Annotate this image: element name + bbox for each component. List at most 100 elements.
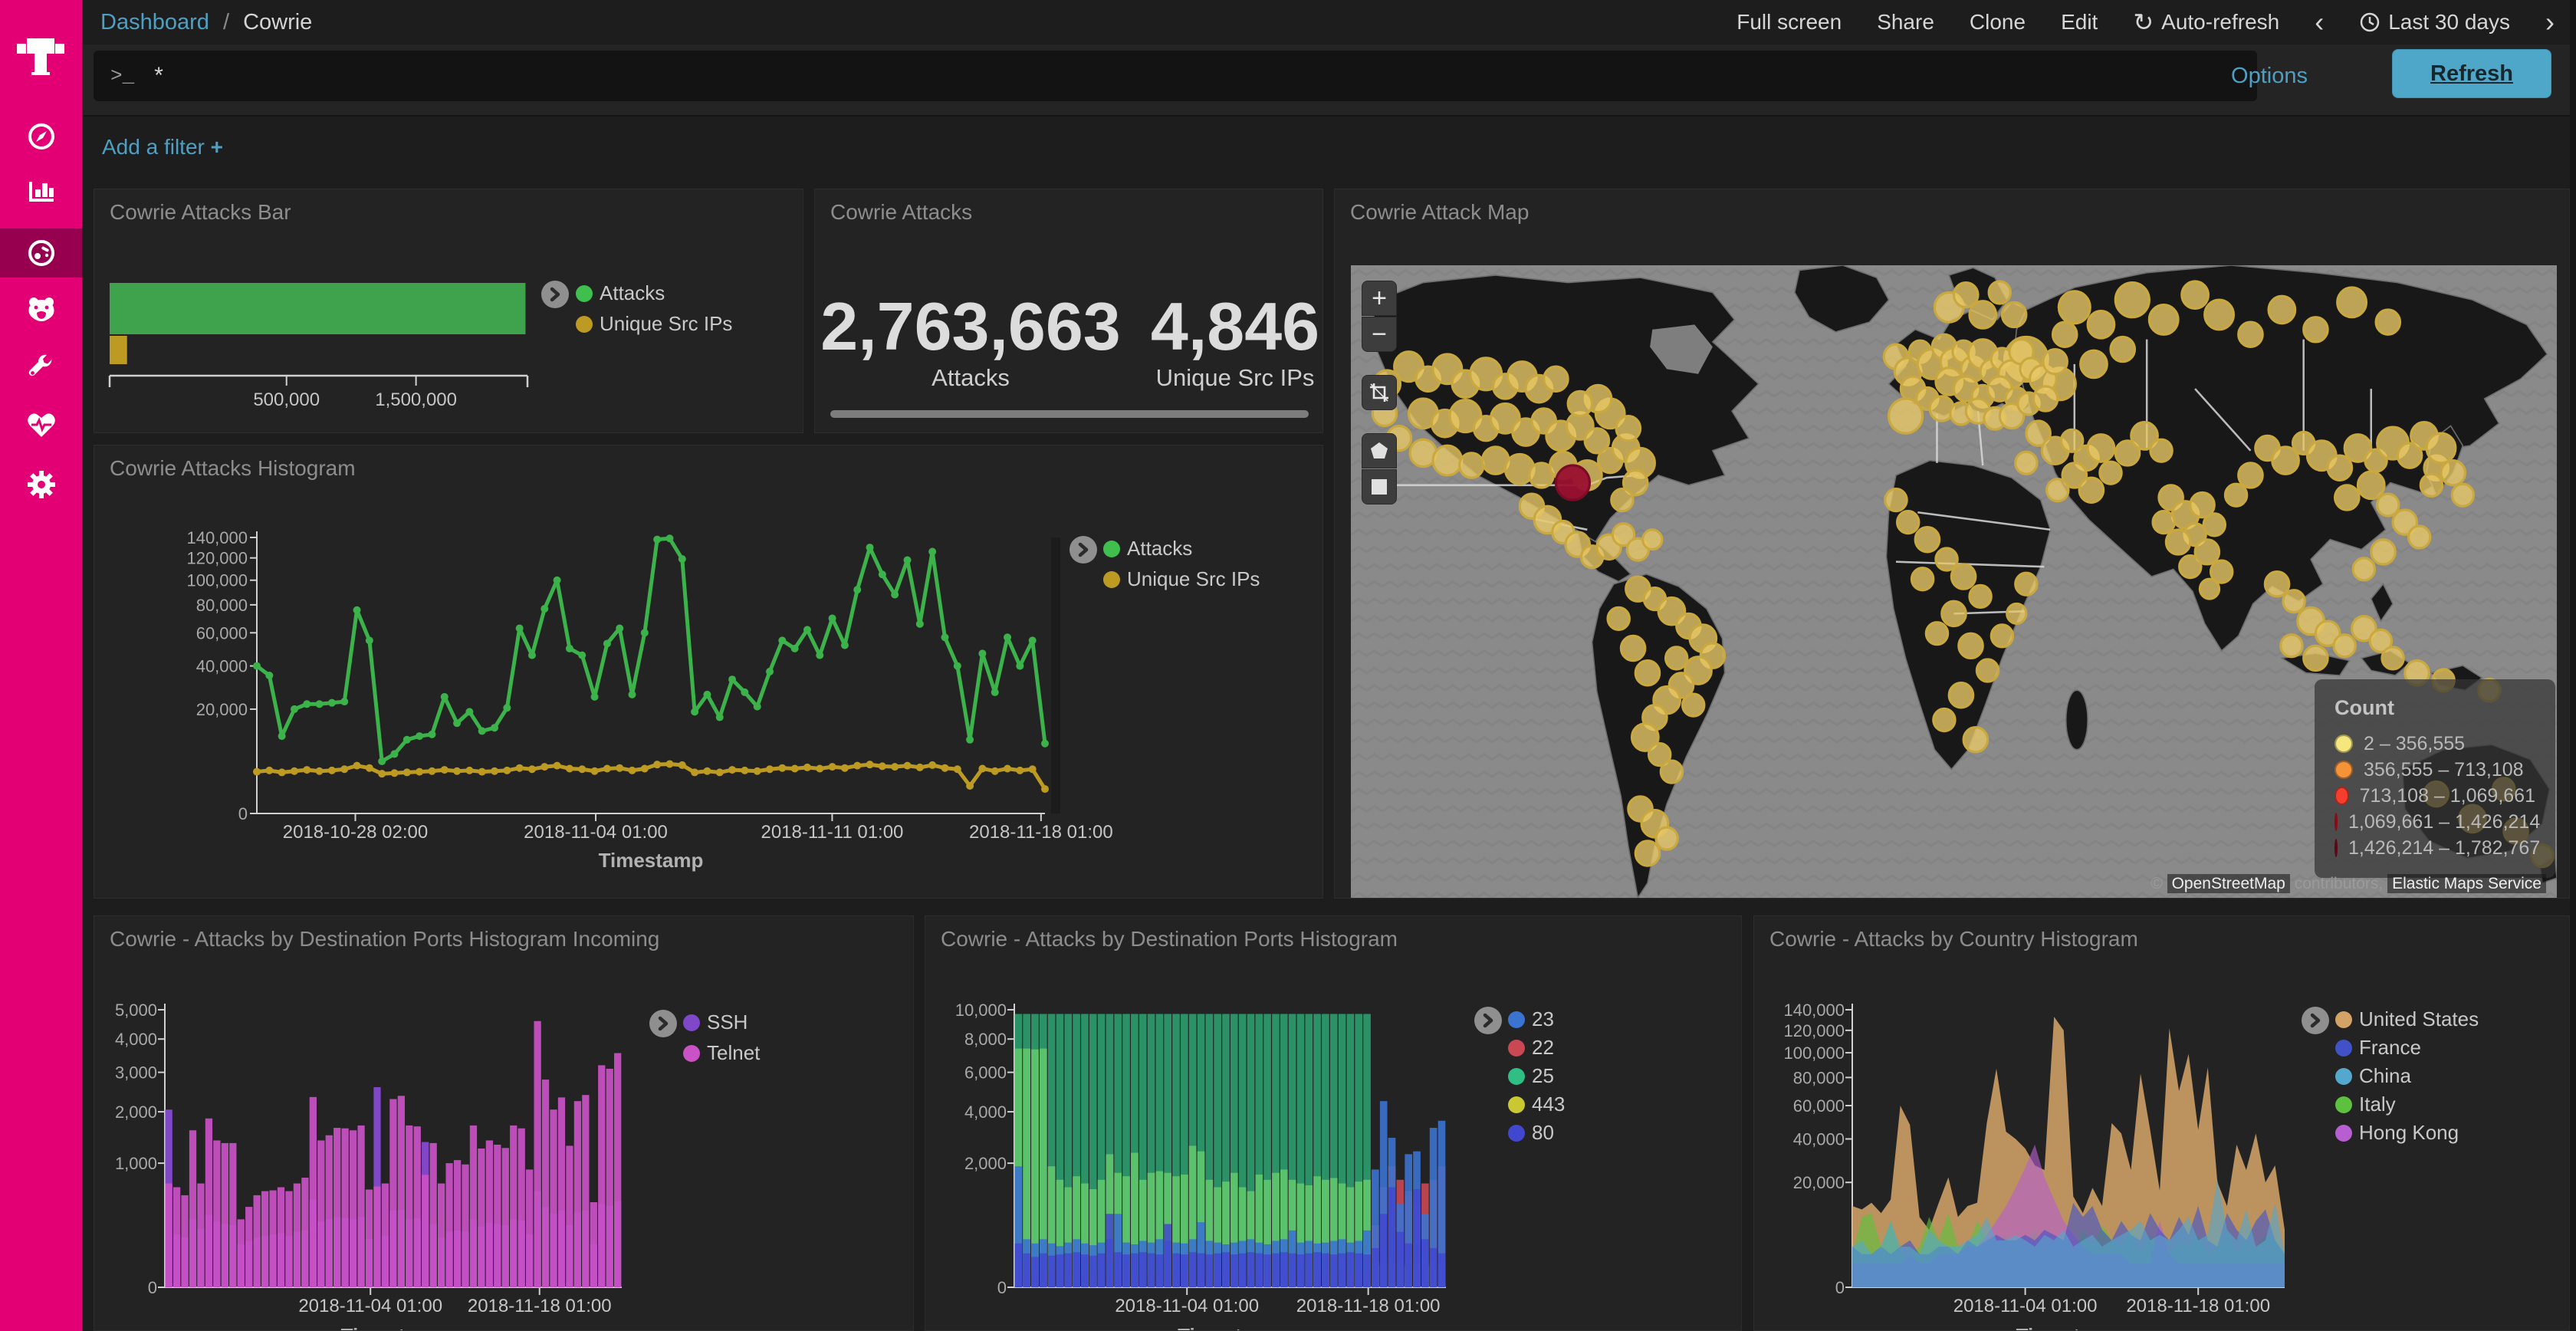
sidebar-item-management[interactable] (0, 460, 82, 509)
legend-dot (1103, 570, 1120, 588)
map-legend-title: Count (2334, 696, 2394, 719)
map-canvas[interactable]: + − Count 2 – 356,555 356,555 – (1351, 265, 2557, 898)
legend-dot (2335, 1067, 2352, 1085)
legend-item-attacks[interactable]: Attacks (576, 281, 665, 305)
map-legend: Count 2 – 356,555 356,555 – 713,108 713,10… (2315, 679, 2555, 878)
legend-item-attacks[interactable]: Attacks (1103, 537, 1192, 560)
panel-attacks-histogram: Cowrie Attacks Histogram 0 20,000 40,000 60… (94, 445, 1323, 899)
panel-title[interactable]: Cowrie Attacks Histogram (110, 456, 356, 480)
legend-item-united-states[interactable]: United States (2335, 1007, 2479, 1031)
panel-title[interactable]: Cowrie Attacks Bar (110, 200, 291, 224)
svg-text:2018-11-04 01:00: 2018-11-04 01:00 (298, 1296, 442, 1316)
time-back-button[interactable]: ‹ (2315, 6, 2325, 38)
legend-label: Telnet (707, 1041, 761, 1064)
nav-actions: Full screen Share Clone Edit ↻ Auto-refre… (1737, 8, 2576, 37)
svg-text:2018-10-28 02:00: 2018-10-28 02:00 (283, 822, 429, 843)
add-filter-link[interactable]: Add a filter + (102, 135, 223, 159)
svg-text:100,000: 100,000 (186, 571, 248, 590)
legend-label: SSH (707, 1011, 748, 1034)
sidebar-item-timelion[interactable] (0, 286, 82, 335)
legend-item-china[interactable]: China (2335, 1064, 2411, 1088)
svg-text:80,000: 80,000 (1793, 1068, 1845, 1087)
legend-dot (2334, 839, 2338, 857)
svg-text:0: 0 (148, 1278, 157, 1297)
time-range-button[interactable]: Last 30 days (2359, 10, 2510, 35)
panel-ports-histogram: Cowrie - Attacks by Destination Ports Hi… (925, 915, 1742, 1331)
sidebar-item-monitoring[interactable] (0, 401, 82, 450)
refresh-cycle-icon: ↻ (2133, 8, 2154, 36)
legend-item-unique-src-ips[interactable]: Unique Src IPs (576, 312, 732, 336)
sidebar-item-dashboard[interactable] (0, 228, 82, 278)
panel-title[interactable]: Cowrie - Attacks by Destination Ports Hi… (941, 927, 1398, 951)
legend-item-telnet[interactable]: Telnet (683, 1041, 760, 1065)
world-map[interactable] (1351, 265, 2557, 898)
panel-title[interactable]: Cowrie - Attacks by Country Histogram (1769, 927, 2138, 951)
panel-title[interactable]: Cowrie Attack Map (1350, 200, 1530, 224)
legend-label: United States (2359, 1007, 2479, 1030)
edit-button[interactable]: Edit (2061, 10, 2098, 34)
legend-item-unique-src-ips[interactable]: Unique Src IPs (1103, 567, 1260, 591)
metric-scrollbar[interactable] (830, 410, 1309, 418)
filter-bar: Add a filter + (82, 115, 2576, 178)
legend-item-italy[interactable]: Italy (2335, 1093, 2396, 1116)
legend-item-25[interactable]: 25 (1508, 1064, 1554, 1088)
time-forward-button[interactable]: › (2545, 6, 2555, 38)
svg-text:Timestamp: Timestamp (1178, 1324, 1283, 1331)
ems-link[interactable]: Elastic Maps Service (2387, 874, 2546, 893)
svg-text:60,000: 60,000 (1793, 1096, 1845, 1116)
sidebar-item-dev-tools[interactable] (0, 343, 82, 393)
sidebar-item-discover[interactable] (0, 112, 82, 161)
legend-label: 80 (1532, 1121, 1554, 1144)
legend-item-443[interactable]: 443 (1508, 1093, 1565, 1116)
legend-toggle-button[interactable] (2302, 1007, 2329, 1034)
legend-label: Hong Kong (2359, 1121, 2459, 1144)
wrench-icon (28, 354, 51, 376)
legend-dot (1508, 1096, 1525, 1113)
panel-title[interactable]: Cowrie - Attacks by Destination Ports Hi… (110, 927, 660, 951)
legend-item-22[interactable]: 22 (1508, 1036, 1554, 1060)
svg-text:Timestamp: Timestamp (341, 1324, 446, 1331)
legend-dot (2334, 787, 2349, 805)
map-zoom-out-button[interactable]: − (1362, 317, 1397, 352)
legend-toggle-button[interactable] (1070, 536, 1097, 564)
legend-toggle-button[interactable] (1474, 1007, 1502, 1034)
clone-button[interactable]: Clone (1969, 10, 2026, 34)
full-screen-button[interactable]: Full screen (1737, 10, 1842, 34)
legend-toggle-button[interactable] (541, 281, 569, 308)
refresh-button[interactable]: Refresh (2392, 49, 2551, 98)
auto-refresh-button[interactable]: ↻ Auto-refresh (2133, 8, 2280, 36)
legend-item-23[interactable]: 23 (1508, 1007, 1554, 1031)
tmobile-logo[interactable] (16, 20, 65, 94)
osm-link[interactable]: OpenStreetMap (2167, 874, 2290, 893)
panel-title[interactable]: Cowrie Attacks (830, 200, 973, 224)
svg-text:4,000: 4,000 (115, 1030, 157, 1049)
legend-item-80[interactable]: 80 (1508, 1121, 1554, 1145)
legend-item-ssh[interactable]: SSH (683, 1011, 748, 1034)
map-fit-bounds-button[interactable] (1362, 375, 1397, 410)
map-attribution: © OpenStreetMap contributors, Elastic Ma… (2150, 874, 2546, 893)
top-nav: Dashboard / Cowrie Full screen Share Clo… (82, 0, 2576, 44)
crop-icon (1370, 383, 1388, 402)
legend-item-hong-kong[interactable]: Hong Kong (2335, 1121, 2459, 1145)
breadcrumb-dashboard-link[interactable]: Dashboard (100, 9, 209, 35)
map-zoom-in-button[interactable]: + (1362, 281, 1397, 316)
map-draw-polygon-button[interactable] (1362, 433, 1397, 468)
search-input[interactable]: >_ * (94, 51, 2257, 101)
bar-chart-icon (28, 182, 54, 202)
sidebar-item-visualize[interactable] (0, 166, 82, 215)
svg-text:Timestamp: Timestamp (599, 849, 704, 872)
gear-icon (27, 471, 55, 498)
ports-histogram-chart: 0 2,000 4,000 6,000 8,000 10,000 2018-11-04 01… (955, 1001, 1446, 1331)
metric-attacks-label: Attacks (932, 364, 1010, 391)
svg-text:40,000: 40,000 (1793, 1130, 1845, 1149)
svg-text:5,000: 5,000 (115, 1001, 157, 1020)
svg-text:140,000: 140,000 (186, 528, 248, 547)
legend-toggle-button[interactable] (649, 1010, 677, 1037)
map-draw-rectangle-button[interactable] (1362, 469, 1397, 504)
page-scrollbar[interactable] (2570, 0, 2576, 1331)
share-button[interactable]: Share (1877, 10, 1934, 34)
legend-label: Italy (2359, 1093, 2396, 1116)
options-link[interactable]: Options (2231, 63, 2308, 88)
legend-dot (2334, 761, 2353, 779)
legend-item-france[interactable]: France (2335, 1036, 2421, 1060)
